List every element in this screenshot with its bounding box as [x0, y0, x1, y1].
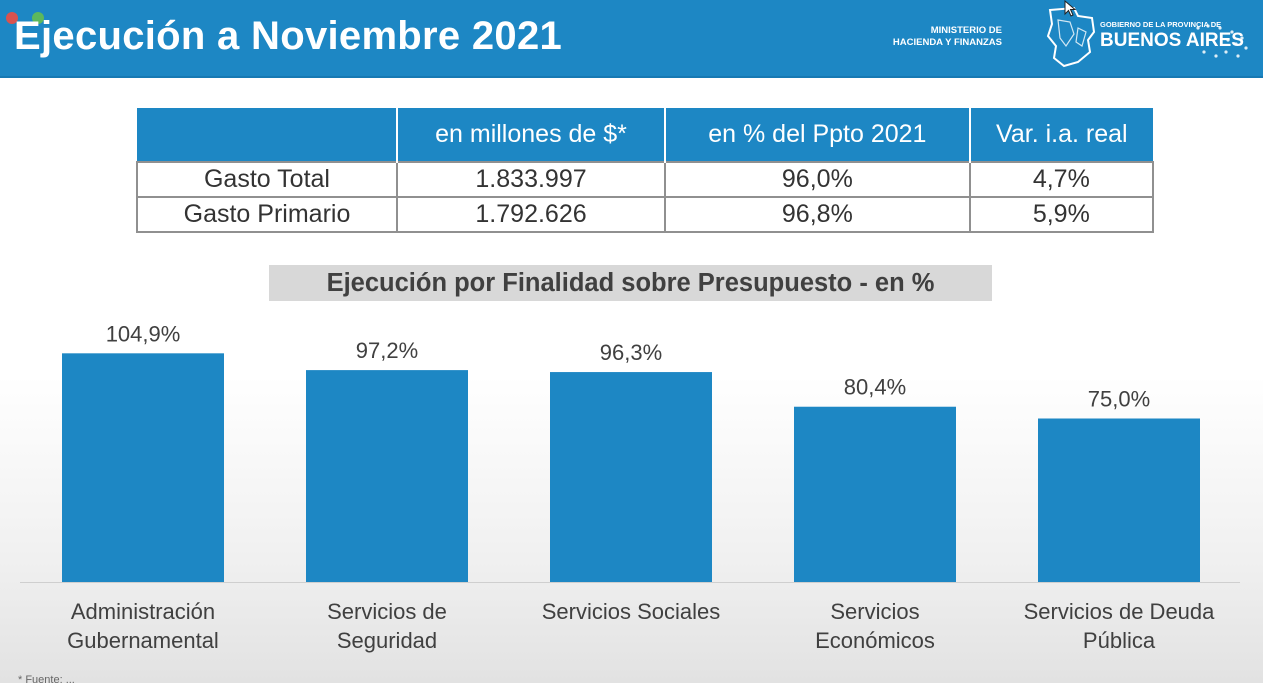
data-label: 97,2% — [356, 338, 418, 363]
category-label: Servicios de Deuda — [1024, 599, 1216, 624]
table-header-cell: en millones de $* — [397, 108, 667, 162]
close-window-icon[interactable] — [6, 12, 18, 24]
buenos-aires-logo-text: BUENOS AIRES — [1100, 30, 1244, 51]
data-label: 80,4% — [844, 375, 906, 400]
data-label: 104,9% — [106, 321, 181, 346]
chart-bar — [1038, 418, 1200, 582]
table-cell: Gasto Primario — [136, 196, 398, 233]
table-cell: 96,8% — [664, 196, 971, 233]
data-label: 96,3% — [600, 340, 662, 365]
chart-bar — [794, 406, 956, 582]
ministerio-line-1: MINISTERIO DE — [930, 25, 1002, 36]
data-label: 75,0% — [1088, 387, 1150, 412]
ministerio-logo-text: MINISTERIO DE HACIENDA Y FINANZAS — [860, 25, 1002, 49]
table-row: Gasto Primario 1.792.626 96,8% 5,9% — [136, 196, 1155, 233]
table-cell: 1.833.997 — [395, 161, 667, 198]
category-label: Servicios — [830, 599, 919, 624]
table-cell: 96,0% — [664, 161, 971, 198]
category-label: Servicios de — [327, 599, 447, 624]
table-header-cell — [137, 108, 398, 162]
footnote: * Fuente: ... — [18, 674, 75, 686]
chart-bar — [306, 370, 468, 582]
dotted-logo-icon — [1196, 24, 1248, 58]
mouse-cursor-icon — [1064, 0, 1077, 17]
category-label: Gubernamental — [67, 628, 219, 653]
category-label: Administración — [71, 599, 215, 624]
page-title: Ejecución a Noviembre 2021 — [14, 14, 563, 58]
table-header-cell: en % del Ppto 2021 — [665, 108, 971, 162]
header-bar: Ejecución a Noviembre 2021 MINISTERIO DE… — [0, 0, 1263, 78]
table-cell: 4,7% — [968, 161, 1155, 198]
province-map-icon — [1046, 6, 1096, 68]
table-cell: 1.792.626 — [395, 196, 667, 233]
category-label: Pública — [1083, 628, 1156, 653]
table-cell: Gasto Total — [136, 161, 398, 198]
table-header-cell: Var. i.a. real — [969, 108, 1153, 162]
gobierno-provincia-text: GOBIERNO DE LA PROVINCIA DE — [1100, 20, 1222, 29]
maximize-window-icon[interactable] — [32, 12, 44, 24]
category-label: Servicios Sociales — [542, 599, 721, 624]
category-label: Económicos — [815, 628, 935, 653]
table-header-row: en millones de $* en % del Ppto 2021 Var… — [137, 108, 1153, 162]
chart-bar — [550, 372, 712, 582]
table-row: Gasto Total 1.833.997 96,0% 4,7% — [136, 161, 1155, 198]
chart-bar — [62, 353, 224, 582]
ministerio-line-2: HACIENDA Y FINANZAS — [892, 37, 1002, 48]
summary-table: en millones de $* en % del Ppto 2021 Var… — [136, 108, 1155, 233]
table-cell: 5,9% — [968, 196, 1155, 233]
category-label: Seguridad — [337, 628, 437, 653]
chart-title: Ejecución por Finalidad sobre Presupuest… — [269, 265, 992, 301]
